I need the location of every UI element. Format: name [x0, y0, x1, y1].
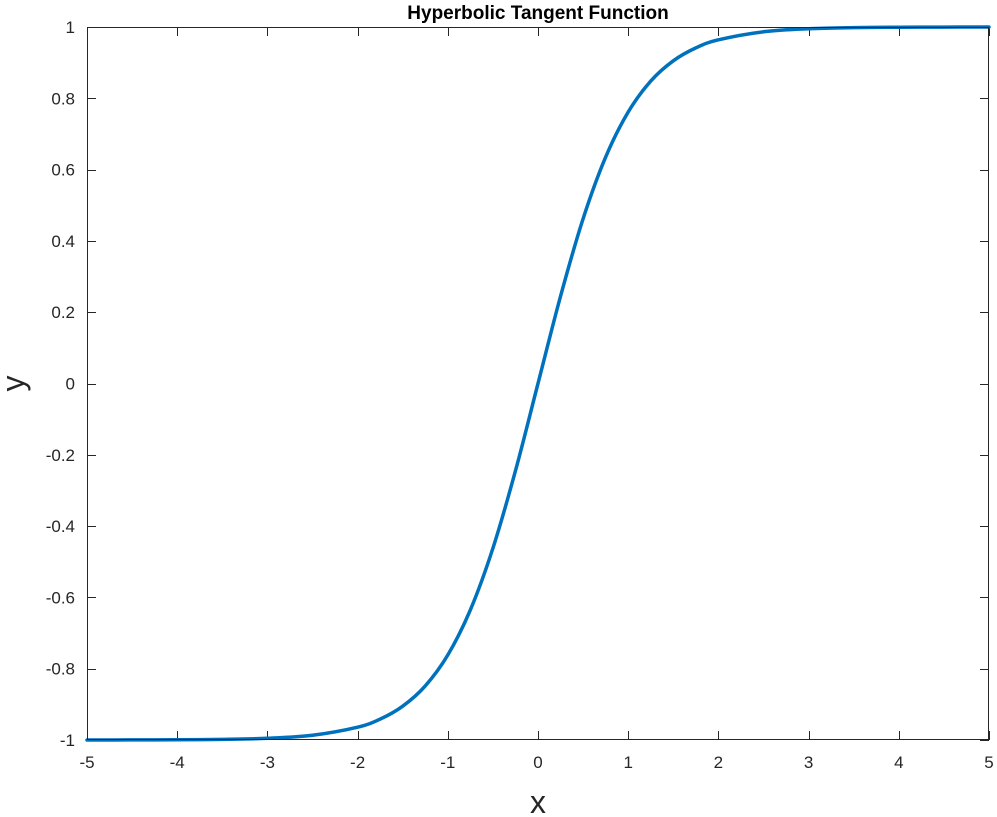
x-tick-label: 3 — [804, 753, 813, 772]
x-tick-label: -1 — [440, 753, 455, 772]
x-tick-label: -4 — [170, 753, 185, 772]
y-tick-label: -1 — [60, 731, 75, 750]
x-tick-label: 4 — [894, 753, 903, 772]
y-tick-label: -0.8 — [46, 660, 75, 679]
y-tick-label: 0.8 — [51, 89, 75, 108]
y-tick-label: -0.4 — [46, 517, 75, 536]
y-tick-label: 0 — [66, 375, 75, 394]
x-tick-label: -3 — [260, 753, 275, 772]
y-axis-label: y — [0, 376, 31, 392]
x-tick-label: 5 — [984, 753, 993, 772]
x-tick-label: 1 — [623, 753, 632, 772]
x-tick-label: 0 — [533, 753, 542, 772]
tick-labels: -5 -4 -3 -2 -1 0 1 2 3 4 5 -1 -0.8 -0.6 -0.4 -0.2 0 0.2 0.… — [46, 18, 994, 772]
plot-frame — [87, 27, 989, 740]
y-tick-label: 0.2 — [51, 303, 75, 322]
chart-title: Hyperbolic Tangent Function — [407, 3, 668, 24]
x-tick-label: -2 — [350, 753, 365, 772]
y-tick-label: -0.2 — [46, 446, 75, 465]
y-tick-label: -0.6 — [46, 588, 75, 607]
tick-marks — [87, 27, 990, 741]
x-tick-label: 2 — [714, 753, 723, 772]
x-tick-label: -5 — [79, 753, 94, 772]
series-line — [85, 25, 991, 742]
x-axis-label: x — [530, 784, 546, 817]
y-tick-label: 0.6 — [51, 161, 75, 180]
y-tick-label: 1 — [66, 18, 75, 37]
y-tick-label: 0.4 — [51, 232, 75, 251]
